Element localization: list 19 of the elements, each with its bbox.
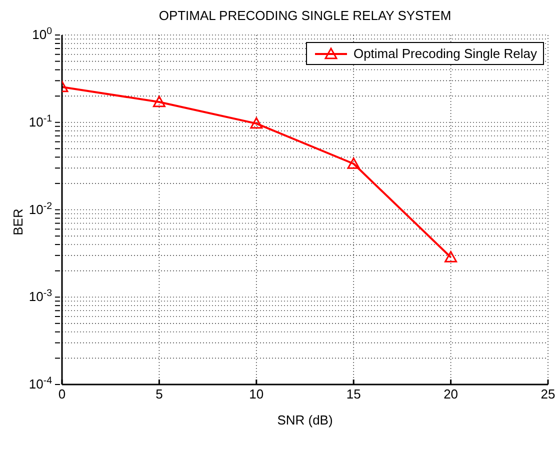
x-tick-label: 10 — [249, 386, 264, 402]
x-axis-title: SNR (dB) — [277, 412, 333, 428]
point — [152, 96, 166, 108]
x-tick-label: 25 — [540, 386, 556, 402]
y-tick-label: 10$^{-3}$ — [28, 288, 52, 304]
x-tick-label: 20 — [444, 386, 458, 402]
x-tick-label: 5 — [156, 386, 163, 402]
point — [250, 117, 263, 129]
y-tick-label: 10$^{-2}$ — [28, 200, 52, 217]
y-axis-title: BER — [10, 208, 26, 235]
x-tick-label: 15 — [346, 386, 361, 402]
y-tick-label: 10$^{-4}$ — [28, 375, 53, 392]
chart-title: OPTIMAL PRECODING SINGLE RELAY SYSTEM — [158, 8, 452, 23]
x-tick-label: 0 — [58, 386, 66, 402]
legend-label: Optimal Precoding Single Relay — [353, 46, 537, 61]
y-tick-label: 10$^{-1}$ — [28, 112, 52, 130]
point — [444, 251, 458, 262]
point — [347, 158, 360, 169]
y-tick-label: 10$^{0}$ — [32, 26, 53, 42]
